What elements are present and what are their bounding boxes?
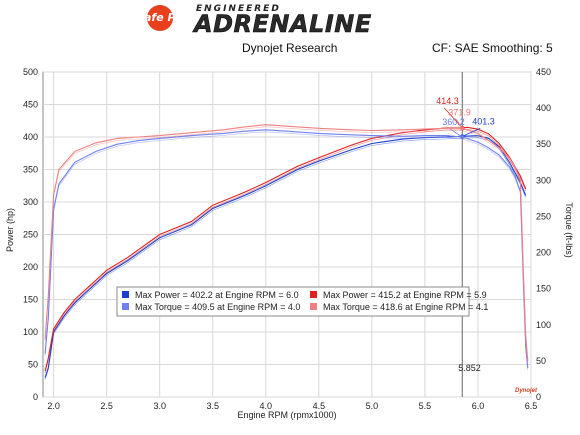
legend-swatch <box>122 291 129 298</box>
header: afe POWER ENGINEERED ADRENALINE Dynojet … <box>144 4 553 55</box>
y-axis-right-label: Torque (ft-lbs) <box>564 202 574 258</box>
series-line-secondary <box>44 128 526 374</box>
y-right-tick-label: 300 <box>536 175 551 185</box>
x-tick-label: 6.0 <box>472 401 485 411</box>
annotation-leader <box>455 119 463 129</box>
x-tick-label: 4.5 <box>313 401 326 411</box>
afe-power-logo: afe POWER <box>144 5 213 31</box>
legend: Max Power = 402.2 at Engine RPM = 6.0 Max… <box>116 286 488 317</box>
y-right-tick-label: 150 <box>536 284 551 294</box>
brand-main: ADRENALINE <box>192 10 372 38</box>
series-line-red-torque <box>44 124 529 361</box>
x-tick-label: 3.0 <box>153 401 166 411</box>
y-right-tick-label: 250 <box>536 211 551 221</box>
series-line-secondary <box>44 131 529 371</box>
y-right-tick-label: 400 <box>536 103 551 113</box>
series-group <box>44 124 529 380</box>
y-tick-label: 450 <box>23 100 38 110</box>
y-tick-label: 200 <box>23 262 38 272</box>
y-tick-label: 500 <box>23 67 38 77</box>
x-tick-label: 6.5 <box>525 401 538 411</box>
annotation-label: 360.2 <box>442 117 465 127</box>
y-tick-label: 150 <box>23 295 38 305</box>
legend-label: Max Torque = 409.5 at Engine RPM = 4.0 <box>135 302 300 312</box>
x-tick-label: 2.0 <box>47 401 60 411</box>
annotation-label: 414.3 <box>436 96 459 106</box>
annotation-leader <box>450 128 463 138</box>
legend-box <box>116 286 470 317</box>
y-axis-ticks: 0 50 100 150 200 250 300 350 400 450 500 <box>23 67 38 402</box>
x-axis-ticks: 2.0 2.5 3.0 3.5 4.0 4.5 5.0 5.5 6.0 6.5 <box>47 401 537 411</box>
legend-swatch <box>122 303 129 310</box>
y-tick-label: 50 <box>28 360 38 370</box>
y-right-tick-label: 200 <box>536 248 551 258</box>
series-line-blue-torque <box>44 129 529 369</box>
legend-swatch <box>310 291 317 298</box>
legend-label: Max Power = 402.2 at Engine RPM = 6.0 <box>135 290 299 300</box>
annotation-leader <box>462 127 481 137</box>
y-right-tick-label: 100 <box>536 320 551 330</box>
y-right-tick-label: 0 <box>536 392 541 402</box>
brand-top: ENGINEERED <box>196 4 281 14</box>
y-tick-label: 300 <box>23 197 38 207</box>
series-line-blue-power <box>44 135 527 378</box>
y-right-tick-label: 450 <box>536 67 551 77</box>
series-line-secondary <box>44 137 526 380</box>
x-tick-label: 2.5 <box>100 401 113 411</box>
x-tick-label: 4.0 <box>260 401 273 411</box>
legend-label: Max Power = 415.2 at Engine RPM = 5.9 <box>323 290 487 300</box>
x-tick-label: 3.5 <box>206 401 219 411</box>
y-right-tick-label: 50 <box>536 356 546 366</box>
watermark: Dynojet <box>515 388 538 394</box>
annotation-label: 401.3 <box>472 116 495 126</box>
series-line-red-power <box>44 126 527 372</box>
settings-label: CF: SAE Smoothing: 5 <box>432 41 553 55</box>
cursor-label: 5.852 <box>458 363 481 373</box>
y-tick-label: 400 <box>23 132 38 142</box>
series-line-secondary <box>44 126 529 363</box>
y-tick-label: 0 <box>33 392 38 402</box>
source-label: Dynojet Research <box>242 41 337 55</box>
logo-text: afe POWER <box>144 11 213 24</box>
legend-label: Max Torque = 418.6 at Engine RPM = 4.1 <box>323 302 488 312</box>
annotation-label: 371.9 <box>448 107 471 117</box>
y-tick-label: 100 <box>23 327 38 337</box>
y-tick-label: 350 <box>23 165 38 175</box>
x-axis-label: Engine RPM (rpmx1000) <box>237 410 336 420</box>
x-tick-label: 5.0 <box>366 401 379 411</box>
y-axis-right-ticks: 0 50 100 150 200 250 300 350 400 450 <box>536 67 551 402</box>
y-tick-label: 250 <box>23 230 38 240</box>
x-tick-label: 5.5 <box>419 401 432 411</box>
y-axis-label: Power (hp) <box>5 208 15 252</box>
y-right-tick-label: 350 <box>536 139 551 149</box>
legend-swatch <box>310 303 317 310</box>
